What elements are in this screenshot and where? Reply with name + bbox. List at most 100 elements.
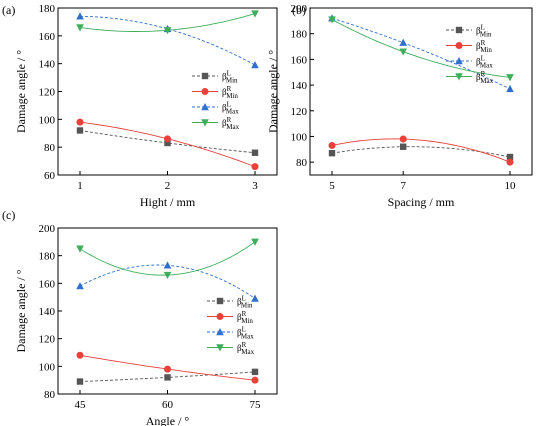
data-point: [399, 48, 407, 56]
legend-marker: [455, 26, 463, 34]
series-βRMin: [76, 118, 259, 171]
series-βLMin: [328, 143, 514, 161]
data-point: [506, 153, 514, 161]
legend-marker: [455, 73, 463, 81]
data-point: [328, 149, 336, 157]
x-tick-label: 5: [329, 180, 335, 192]
legend-label: βL Max: [237, 326, 254, 341]
data-point: [400, 143, 407, 150]
series-βLMax: [76, 12, 259, 69]
chart-panel-1: (a) 60 80 100 120 140 160 180 1 2 3 Hight / mm Damag…: [2, 3, 278, 209]
series-line: [79, 241, 256, 276]
legend-marker: [201, 119, 209, 127]
series-line: [331, 17, 511, 90]
data-point: [399, 38, 407, 46]
series-βLMin: [76, 368, 259, 385]
chart-panel-3: (c) 80 100 120 140 160 180 200 45 60 75 Angle / ° Da…: [2, 208, 278, 426]
legend-marker: [216, 313, 224, 320]
y-tick-label: 180: [291, 29, 308, 41]
series-line: [331, 138, 511, 163]
panel-label: (c): [2, 208, 15, 222]
series-βLMin: [76, 127, 259, 156]
data-point: [251, 294, 259, 302]
data-point: [76, 12, 84, 20]
data-point: [163, 261, 172, 269]
data-point: [251, 376, 259, 384]
series-line: [79, 264, 256, 299]
data-point: [328, 16, 336, 24]
y-tick-label: 100: [39, 114, 56, 126]
data-point: [164, 139, 171, 147]
panel-label: (b): [292, 3, 306, 17]
y-axis-label: Damage angle / °: [14, 269, 28, 352]
legend-marker: [201, 88, 209, 95]
x-tick-label: 60: [162, 399, 174, 411]
y-tick-label: 180: [39, 251, 56, 263]
chart-panel-2: (b) 80 100 120 140 160 180 200 5 7 10 Spacing / mm D…: [266, 3, 533, 209]
series-βRMax: [328, 16, 514, 82]
series-βRMin: [76, 351, 259, 384]
data-point: [506, 158, 514, 166]
data-point: [251, 61, 259, 69]
legend-marker: [216, 344, 224, 352]
x-tick-label: 2: [165, 180, 171, 192]
legend-label: βR Min: [222, 85, 238, 100]
x-axis-label: Angle / °: [146, 414, 190, 426]
legend-marker: [201, 72, 209, 80]
legend-label: βR Max: [237, 341, 255, 356]
data-point: [76, 118, 84, 126]
y-tick-label: 200: [39, 223, 56, 235]
y-tick-label: 120: [39, 87, 56, 99]
x-tick-label: 75: [250, 399, 262, 411]
legend-marker: [201, 103, 209, 111]
y-tick-label: 60: [44, 170, 56, 182]
legend-marker: [455, 57, 463, 65]
series-βRMin: [328, 135, 514, 166]
data-point: [164, 374, 171, 381]
data-point: [399, 135, 407, 143]
legend-label: βL Min: [222, 70, 238, 85]
legend-marker: [216, 328, 224, 336]
panel-label: (a): [2, 3, 15, 17]
plot-frame: [309, 7, 533, 176]
legend-label: βR Max: [476, 70, 494, 85]
x-axis-label: Spacing / mm: [388, 195, 455, 209]
y-tick-label: 180: [39, 3, 56, 15]
legend-label: βL Max: [476, 55, 493, 70]
legend-label: βR Min: [237, 310, 253, 325]
x-tick-label: 45: [75, 399, 87, 411]
series-line: [79, 130, 256, 154]
series-βRMax: [76, 238, 259, 280]
data-point: [76, 282, 84, 290]
data-point: [506, 74, 514, 82]
data-point: [164, 365, 171, 373]
series-βLMax: [76, 261, 259, 302]
data-point: [76, 24, 84, 32]
data-point: [506, 84, 514, 93]
legend-label: βL Min: [476, 24, 492, 39]
y-tick-label: 160: [39, 278, 56, 290]
data-point: [251, 10, 259, 18]
y-tick-label: 140: [39, 306, 56, 318]
data-point: [76, 127, 84, 134]
y-tick-label: 160: [291, 54, 308, 66]
y-tick-label: 160: [39, 31, 56, 43]
legend-label: βR Min: [476, 39, 492, 54]
y-axis-label: Damage angle / °: [266, 50, 280, 133]
y-tick-label: 120: [39, 334, 56, 346]
legend-marker: [216, 297, 224, 305]
data-point: [251, 149, 259, 156]
data-point: [163, 271, 172, 280]
y-axis-label: Damage angle / °: [14, 50, 28, 133]
legend-label: βL Min: [237, 295, 253, 310]
y-tick-label: 100: [39, 361, 56, 373]
data-point: [251, 163, 259, 171]
x-tick-label: 3: [252, 180, 258, 192]
legend-label: βR Max: [222, 116, 240, 131]
x-tick-label: 10: [505, 180, 517, 192]
y-tick-label: 120: [291, 106, 308, 118]
